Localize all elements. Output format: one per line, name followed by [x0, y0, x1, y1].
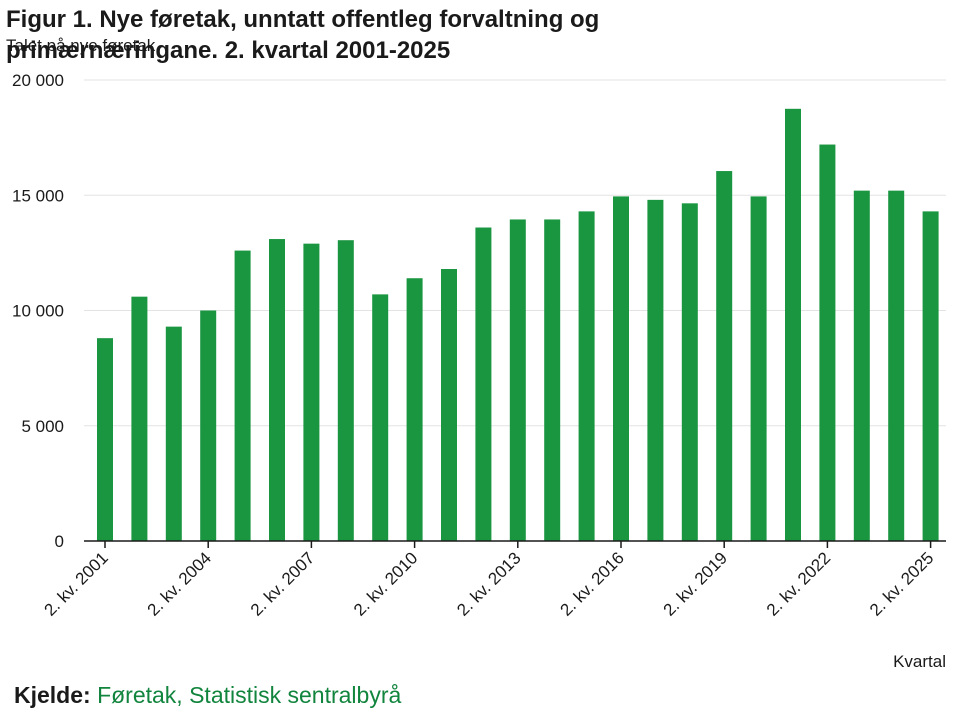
bar	[337, 240, 354, 541]
source-text: Føretak, Statistisk sentralbyrå	[97, 682, 402, 708]
bar	[853, 190, 870, 541]
bars	[97, 108, 939, 542]
y-tick-label: 5 000	[21, 417, 64, 436]
x-tick-label: 2. kv. 2019	[660, 548, 731, 619]
x-tick-label: 2. kv. 2016	[556, 548, 627, 619]
bar	[888, 190, 905, 541]
x-tick-label: 2. kv. 2007	[247, 548, 318, 619]
x-tick-label: 2. kv. 2013	[453, 548, 524, 619]
bar	[681, 203, 698, 541]
x-tick-label: 2. kv. 2010	[350, 548, 421, 619]
bar	[578, 211, 595, 541]
y-tick-label: 15 000	[12, 186, 64, 205]
y-axis-label: Talet på nye føretak	[6, 36, 156, 55]
bar	[165, 326, 182, 541]
bar	[509, 219, 526, 541]
bar	[234, 250, 251, 541]
bar	[303, 243, 320, 541]
source-label: Kjelde:	[14, 682, 91, 708]
y-tick-labels: 0 5 000 10 000 15 000 20 000	[12, 71, 64, 551]
bar	[269, 239, 285, 542]
x-tick-label: 2. kv. 2004	[144, 548, 215, 619]
y-tick-label: 10 000	[12, 302, 64, 321]
bar	[97, 338, 113, 541]
bar	[785, 108, 801, 541]
x-tick-label: 2. kv. 2001	[40, 548, 111, 619]
x-tick-label: 2. kv. 2025	[866, 548, 937, 619]
bar	[613, 196, 629, 541]
bar	[200, 310, 217, 541]
y-tick-label: 20 000	[12, 71, 64, 90]
bar	[372, 294, 389, 541]
x-tick-label: 2. kv. 2022	[763, 548, 834, 619]
y-tick-label: 0	[55, 532, 64, 551]
bar	[647, 199, 664, 542]
bar	[544, 219, 561, 541]
bar	[716, 171, 733, 542]
source-note: Kjelde: Føretak, Statistisk sentralbyrå	[14, 682, 401, 709]
bar	[406, 278, 423, 541]
bar	[441, 269, 457, 541]
chart-title: Figur 1. Nye føretak, unntatt offentleg …	[6, 6, 600, 64]
x-tick-labels: 2. kv. 2001 2. kv. 2004 2. kv. 2007 2. kv. …	[40, 541, 937, 620]
bar	[475, 227, 492, 541]
bar	[819, 144, 836, 542]
x-axis-label: Kvartal	[893, 652, 946, 671]
bar	[922, 211, 939, 541]
bar	[131, 296, 148, 541]
bar	[750, 196, 767, 541]
